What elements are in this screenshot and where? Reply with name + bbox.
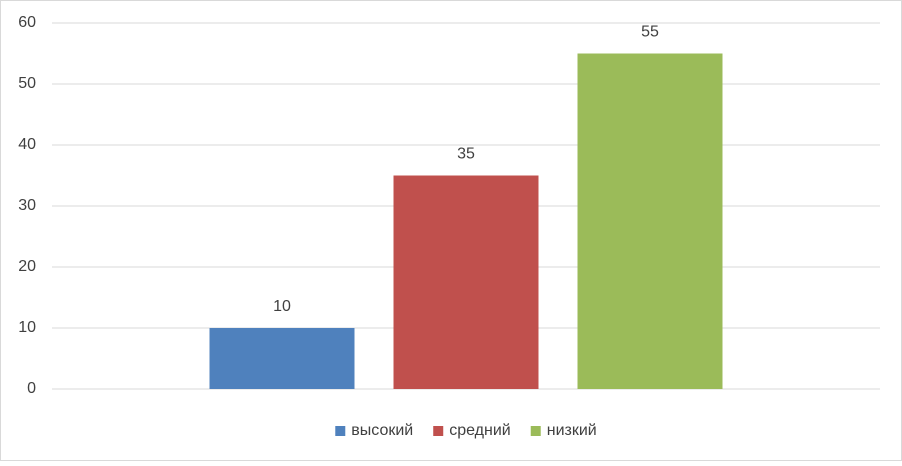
- y-tick-label: 10: [18, 319, 36, 336]
- legend-swatch: [433, 426, 444, 436]
- legend-label: низкий: [547, 422, 597, 439]
- bar: [393, 175, 539, 389]
- y-tick-label: 20: [18, 258, 36, 275]
- legend-label: высокий: [351, 422, 413, 439]
- bar: [577, 53, 723, 389]
- bar: [209, 328, 355, 389]
- y-tick-label: 0: [27, 380, 36, 397]
- legend-label: средний: [449, 422, 511, 439]
- legend-swatch: [530, 426, 541, 436]
- y-tick-label: 30: [18, 197, 36, 214]
- y-tick-label: 50: [18, 75, 36, 92]
- data-label: 10: [273, 298, 291, 315]
- y-tick-label: 60: [18, 14, 36, 31]
- data-label: 35: [457, 146, 475, 163]
- data-label: 55: [641, 24, 659, 41]
- legend-swatch: [335, 426, 346, 436]
- y-tick-label: 40: [18, 136, 36, 153]
